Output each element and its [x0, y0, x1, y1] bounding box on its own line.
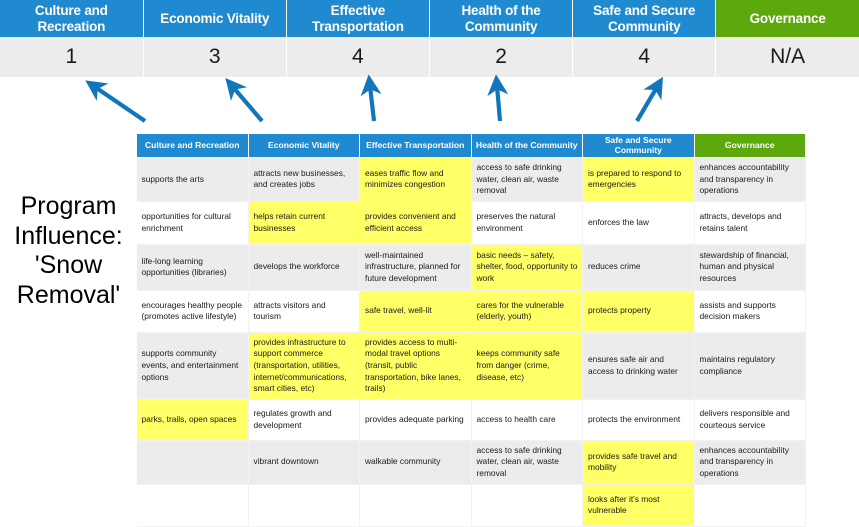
- matrix-header-row: Culture and Recreation Economic Vitality…: [136, 133, 806, 158]
- matrix-cell: attracts visitors and tourism: [248, 290, 360, 333]
- score-economic-vitality: 3: [142, 37, 287, 78]
- matrix-cell: walkable community: [359, 440, 472, 485]
- matrix-cell: provides safe travel and mobility: [582, 440, 695, 485]
- matrix-cell: protects property: [582, 290, 695, 333]
- matrix-cell: [136, 440, 249, 485]
- matrix-cell: encourages healthy people (promotes acti…: [136, 290, 249, 333]
- goal-header-safe-and-secure-community: Safe and Secure Community: [572, 0, 717, 37]
- matrix-cell: regulates growth and development: [248, 399, 360, 441]
- table-row: life-long learning opportunities (librar…: [136, 244, 806, 291]
- matrix-cell: access to health care: [471, 399, 583, 441]
- matrix-cell: develops the workforce: [248, 244, 360, 291]
- caption-line-3: 'Snow: [34, 251, 103, 279]
- matrix-cell: provides infrastructure to support comme…: [248, 332, 360, 400]
- matrix-cell: protects the environment: [582, 399, 695, 441]
- matrix-cell: looks after it's most vulnerable: [582, 484, 695, 527]
- program-influence-caption: Program Influence: 'Snow Removal': [2, 192, 135, 310]
- matrix-cell: eases traffic flow and minimizes congest…: [359, 157, 472, 202]
- matrix-cell: attracts new businesses, and creates job…: [248, 157, 360, 202]
- matrix-cell: enforces the law: [582, 201, 695, 245]
- matrix-cell: supports the arts: [136, 157, 249, 202]
- influence-matrix: Culture and Recreation Economic Vitality…: [136, 133, 806, 527]
- matrix-cell: provides adequate parking: [359, 399, 472, 441]
- table-row: looks after it's most vulnerable: [136, 484, 806, 527]
- matrix-cell: maintains regulatory compliance: [694, 332, 806, 400]
- matrix-cell: well-maintained infrastructure, planned …: [359, 244, 472, 291]
- matrix-cell: attracts, develops and retains talent: [694, 201, 806, 245]
- matrix-cell: is prepared to respond to emergencies: [582, 157, 695, 202]
- table-row: parks, trails, open spaces regulates gro…: [136, 399, 806, 441]
- arrow-health-of-the-community: [487, 74, 509, 122]
- matrix-cell: enhances accountability and transparency…: [694, 440, 806, 485]
- table-row: supports the arts attracts new businesse…: [136, 157, 806, 202]
- matrix-cell: reduces crime: [582, 244, 695, 291]
- matrix-cell: keeps community safe from danger (crime,…: [471, 332, 583, 400]
- matrix-cell: assists and supports decision makers: [694, 290, 806, 333]
- matrix-header-economic-vitality: Economic Vitality: [247, 133, 360, 158]
- caption-line-4: Removal': [16, 280, 121, 309]
- matrix-cell: delivers responsible and courteous servi…: [694, 399, 806, 441]
- matrix-cell: basic needs – safety, shelter, food, opp…: [471, 244, 583, 291]
- goal-header-effective-transportation: Effective Transportation: [285, 0, 430, 37]
- matrix-cell: supports community events, and entertain…: [136, 332, 249, 400]
- matrix-cell: stewardship of financial, human and phys…: [694, 244, 806, 291]
- arrow-effective-transportation: [360, 74, 382, 122]
- matrix-cell: [694, 484, 806, 527]
- score-safe-and-secure-community: 4: [572, 37, 717, 78]
- arrow-culture-and-recreation: [85, 80, 147, 123]
- matrix-cell: [359, 484, 472, 527]
- matrix-cell: [248, 484, 360, 527]
- matrix-cell: opportunities for cultural enrichment: [136, 201, 249, 245]
- matrix-cell: preserves the natural environment: [471, 201, 583, 245]
- matrix-cell: vibrant downtown: [248, 440, 360, 485]
- matrix-cell: [136, 484, 249, 527]
- arrow-layer: [85, 74, 663, 123]
- score-governance: N/A: [715, 37, 859, 78]
- matrix-cell: parks, trails, open spaces: [136, 399, 249, 441]
- matrix-header-effective-transportation: Effective Transportation: [359, 133, 472, 158]
- matrix-cell: life-long learning opportunities (librar…: [136, 244, 249, 291]
- matrix-header-safe-and-secure-community: Safe and Secure Community: [582, 133, 695, 158]
- caption-line-2: Influence:: [14, 221, 123, 250]
- goal-score-table: Culture and Recreation Economic Vitality…: [0, 0, 859, 78]
- matrix-cell: access to safe drinking water, clean air…: [471, 157, 583, 202]
- matrix-cell: access to safe drinking water, clean air…: [471, 440, 583, 485]
- matrix-cell: provides access to multi-modal travel op…: [359, 332, 472, 400]
- matrix-cell: provides convenient and efficient access: [359, 201, 472, 245]
- matrix-header-health-of-the-community: Health of the Community: [470, 133, 583, 158]
- score-health-of-the-community: 2: [428, 37, 574, 78]
- matrix-header-culture-and-recreation: Culture and Recreation: [136, 133, 249, 158]
- matrix-cell: enhances accountability and transparency…: [694, 157, 806, 202]
- matrix-cell: [471, 484, 583, 527]
- table-row: supports community events, and entertain…: [136, 332, 806, 400]
- arrow-economic-vitality: [225, 78, 264, 123]
- matrix-cell: cares for the vulnerable (elderly, youth…: [471, 290, 583, 333]
- score-effective-transportation: 4: [285, 37, 430, 78]
- influence-matrix-wrapper: Culture and Recreation Economic Vitality…: [136, 133, 806, 527]
- goal-header-health-of-the-community: Health of the Community: [428, 0, 574, 37]
- table-row: vibrant downtown walkable community acce…: [136, 440, 806, 485]
- goal-header-governance: Governance: [715, 0, 859, 37]
- arrow-safe-and-secure-community: [635, 76, 663, 123]
- matrix-cell: helps retain current businesses: [248, 201, 360, 245]
- matrix-cell: ensures safe air and access to drinking …: [582, 332, 695, 400]
- score-culture-and-recreation: 1: [0, 37, 144, 78]
- goal-header-economic-vitality: Economic Vitality: [142, 0, 287, 37]
- goal-header-culture-and-recreation: Culture and Recreation: [0, 0, 144, 37]
- table-row: encourages healthy people (promotes acti…: [136, 290, 806, 333]
- goal-header-row: Culture and Recreation Economic Vitality…: [0, 0, 859, 37]
- goal-score-row: 1 3 4 2 4 N/A: [0, 37, 859, 78]
- caption-line-1: Program: [20, 192, 117, 220]
- matrix-header-governance: Governance: [693, 133, 806, 158]
- matrix-cell: safe travel, well-lit: [359, 290, 472, 333]
- table-row: opportunities for cultural enrichment he…: [136, 201, 806, 245]
